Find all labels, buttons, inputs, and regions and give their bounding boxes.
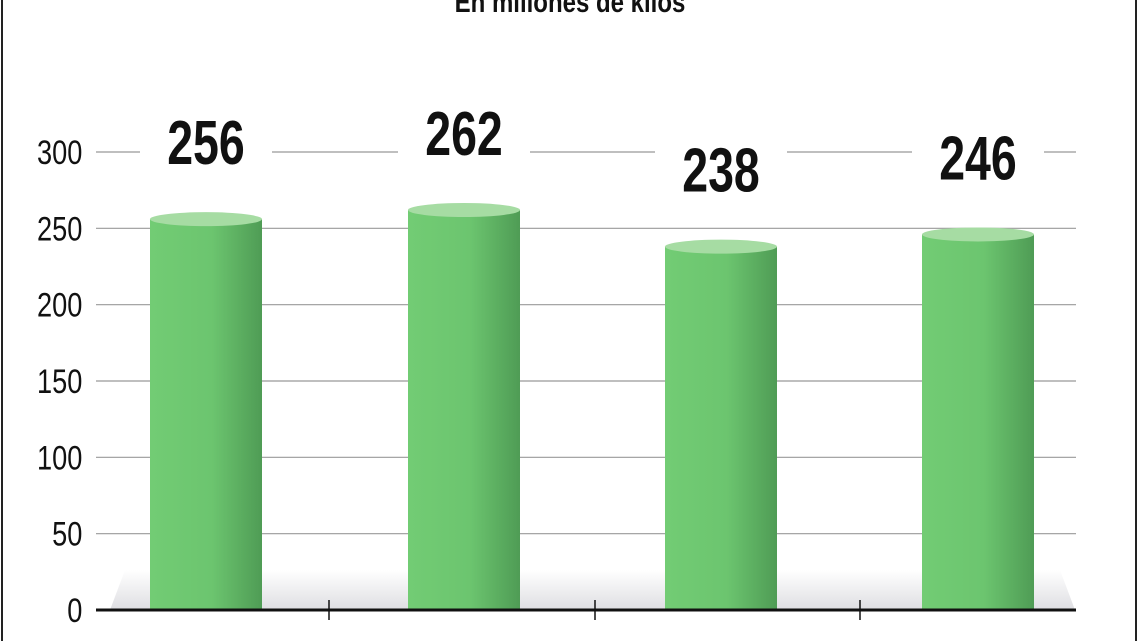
data-label: 238 <box>682 135 760 205</box>
bar <box>408 210 520 610</box>
chart-subtitle: En millones de kilos <box>454 0 686 19</box>
bar-top <box>150 212 262 227</box>
bar-top <box>665 239 777 254</box>
label-background <box>912 129 1044 190</box>
bar <box>150 219 262 610</box>
bar-top <box>408 203 520 218</box>
data-label: 246 <box>939 123 1017 193</box>
label-background <box>655 141 787 202</box>
y-tick-label: 0 <box>67 591 82 630</box>
data-label: 262 <box>425 98 503 168</box>
bar-top <box>922 227 1034 242</box>
bar <box>665 246 777 611</box>
y-tick-label: 150 <box>37 362 82 401</box>
chart-floor <box>110 570 1075 610</box>
y-tick-label: 250 <box>37 209 82 248</box>
label-background <box>398 105 530 166</box>
bar <box>922 234 1034 610</box>
y-tick-label: 200 <box>37 286 82 325</box>
y-tick-label: 100 <box>37 438 82 477</box>
y-tick-label: 50 <box>52 515 82 554</box>
y-tick-label: 300 <box>37 133 82 172</box>
data-label: 256 <box>167 108 245 178</box>
label-background <box>140 114 272 175</box>
